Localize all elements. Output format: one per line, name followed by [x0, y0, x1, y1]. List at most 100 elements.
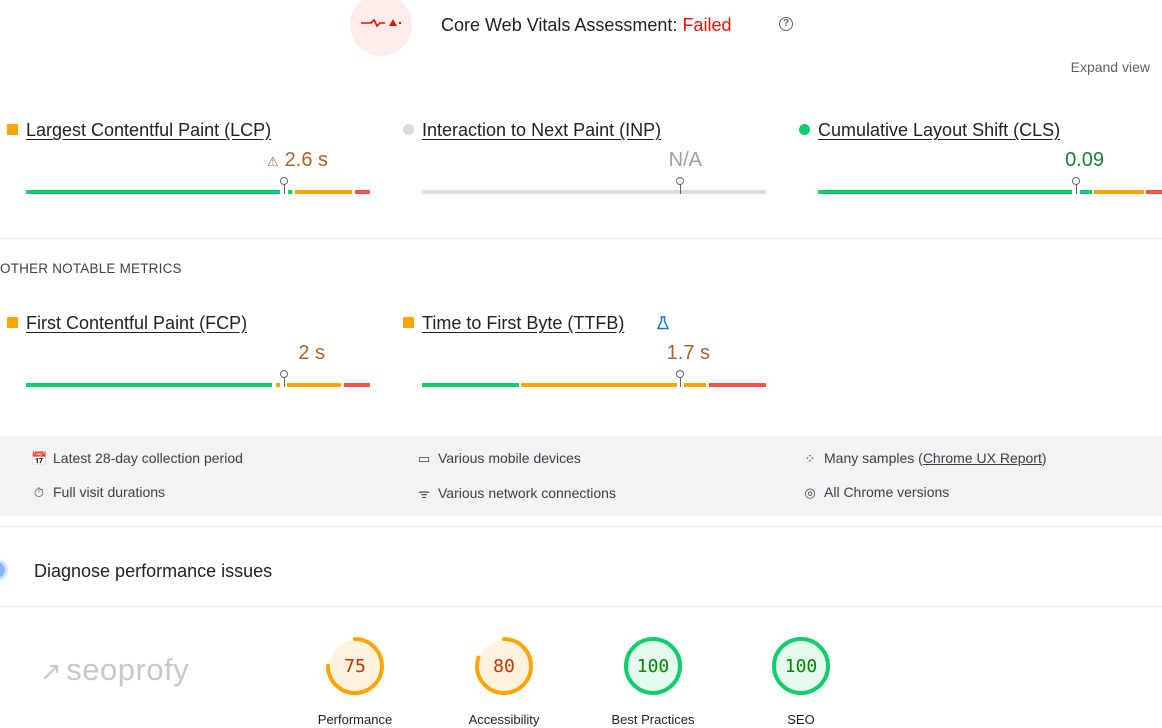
- metric-fcp-distribution-bar: [26, 370, 370, 387]
- distribution-poor-segment: [344, 383, 370, 387]
- metric-ttfb-title[interactable]: Time to First Byte (TTFB): [422, 313, 625, 333]
- metric-ttfb: Time to First Byte (TTFB) 1.7 s: [403, 313, 772, 403]
- needs-improvement-square-icon: [403, 317, 414, 328]
- gauge-seo-label: SEO: [787, 712, 815, 727]
- assessment-status: Failed: [682, 15, 732, 35]
- distribution-good-segment: [818, 190, 1072, 194]
- samples-dots-icon: ⁘: [804, 451, 816, 466]
- info-chrome-versions: ◎ All Chrome versions: [802, 484, 949, 501]
- distribution-poor-segment: [709, 383, 766, 387]
- diagnose-badge-icon: [0, 559, 8, 581]
- section-divider: [0, 606, 1162, 607]
- info-samples-prefix: Many samples (: [824, 450, 923, 466]
- gauge-seo-score: 100: [784, 656, 818, 677]
- metric-cls-title[interactable]: Cumulative Layout Shift (CLS): [818, 120, 1061, 140]
- devices-icon: ▭: [417, 451, 431, 466]
- metric-cls-value: 0.09: [1065, 149, 1104, 171]
- needs-improvement-square-icon: [7, 317, 18, 328]
- gauge-best-practices-score: 100: [636, 656, 670, 677]
- metric-inp-value: N/A: [668, 149, 702, 171]
- distribution-good-segment: [288, 190, 292, 194]
- metric-lcp-value-text: 2.6 s: [284, 149, 328, 171]
- wifi-icon: ᯤ: [418, 486, 430, 501]
- warning-triangle-icon: ⚠: [266, 154, 279, 169]
- percentile-pin-icon: [280, 177, 288, 195]
- metric-lcp-title[interactable]: Largest Contentful Paint (LCP): [26, 120, 272, 140]
- metric-ttfb-value: 1.7 s: [666, 342, 710, 364]
- metric-inp: Interaction to Next Paint (INP) N/A: [403, 120, 772, 210]
- info-chrome-versions-text: All Chrome versions: [824, 484, 950, 500]
- chrome-ux-report-link[interactable]: Chrome UX Report: [922, 450, 1042, 466]
- section-divider: [0, 526, 1162, 527]
- arrow-up-right-icon: ↗: [40, 656, 63, 686]
- section-divider: [0, 238, 1162, 239]
- info-samples-suffix: ): [1041, 450, 1047, 466]
- info-devices: ▭ Various mobile devices: [416, 450, 581, 467]
- info-collection-period: 📅 Latest 28-day collection period: [31, 450, 243, 467]
- gauge-seo[interactable]: 100 SEO: [741, 636, 861, 728]
- diagnose-title: Diagnose performance issues: [34, 561, 273, 581]
- distribution-average-segment: [521, 383, 677, 387]
- lab-flask-icon[interactable]: [657, 316, 669, 330]
- info-samples: ⁘ Many samples (Chrome UX Report): [802, 450, 1047, 467]
- gauge-performance-score: 75: [344, 656, 366, 677]
- collection-info-panel: 📅 Latest 28-day collection period ⏱ Full v…: [0, 436, 1162, 516]
- needs-improvement-square-icon: [7, 124, 18, 135]
- distribution-poor-segment: [355, 190, 370, 194]
- distribution-good-segment: [1080, 190, 1092, 194]
- gauge-accessibility-label: Accessibility: [468, 712, 540, 727]
- distribution-empty-segment: [422, 190, 766, 194]
- percentile-pin-icon: [1072, 177, 1080, 195]
- assessment-title-prefix: Core Web Vitals Assessment:: [441, 15, 683, 35]
- metric-lcp-distribution-bar: [26, 177, 370, 194]
- info-visit-durations-text: Full visit durations: [53, 484, 166, 500]
- distribution-average-segment: [1094, 190, 1144, 194]
- gauge-best-practices-label: Best Practices: [611, 712, 695, 727]
- info-network-text: Various network connections: [438, 485, 616, 501]
- metric-inp-title[interactable]: Interaction to Next Paint (INP): [422, 120, 662, 140]
- gauge-ring: [326, 637, 384, 695]
- heartbeat-warning-icon: [350, 0, 412, 56]
- logo-text: seoprofy: [66, 652, 190, 687]
- metric-lcp: Largest Contentful Paint (LCP) ⚠ 2.6 s: [7, 120, 376, 210]
- calendar-icon: 📅: [31, 451, 48, 466]
- metric-cls: Cumulative Layout Shift (CLS) 0.09: [799, 120, 1162, 210]
- gauge-performance[interactable]: 75 Performance: [295, 636, 415, 728]
- distribution-poor-segment: [1146, 190, 1162, 194]
- metric-fcp-value: 2 s: [298, 342, 325, 364]
- diagnose-section-header[interactable]: Diagnose performance issues: [0, 556, 600, 586]
- help-circle-icon[interactable]: ?: [779, 17, 793, 31]
- distribution-good-segment: [26, 190, 280, 194]
- percentile-pin-icon: [280, 370, 288, 388]
- distribution-average-segment: [287, 383, 341, 387]
- metric-cls-distribution-bar: [818, 177, 1162, 194]
- gauge-ring: [624, 637, 682, 695]
- chrome-icon: ◎: [804, 485, 816, 500]
- seoprofy-logo: ↗ seoprofy: [40, 652, 189, 688]
- assessment-title: Core Web Vitals Assessment: Failed: [441, 15, 731, 36]
- distribution-good-segment: [422, 383, 519, 387]
- metric-lcp-value: ⚠ 2.6 s: [267, 149, 328, 172]
- good-circle-icon: [799, 124, 810, 135]
- info-collection-period-text: Latest 28-day collection period: [53, 450, 243, 466]
- distribution-average-segment: [684, 383, 706, 387]
- info-network: ᯤ Various network connections: [416, 484, 616, 502]
- distribution-good-segment: [26, 383, 272, 387]
- gauge-best-practices[interactable]: 100 Best Practices: [593, 636, 713, 728]
- metric-inp-distribution-bar: [422, 177, 766, 194]
- metric-fcp-title[interactable]: First Contentful Paint (FCP): [26, 313, 248, 333]
- info-devices-text: Various mobile devices: [438, 450, 581, 466]
- gauge-performance-label: Performance: [317, 712, 393, 727]
- assessment-header: Core Web Vitals Assessment: Failed ?: [0, 0, 1162, 56]
- percentile-pin-icon: [676, 370, 684, 388]
- distribution-average-segment: [295, 190, 352, 194]
- expand-view-button[interactable]: Expand view: [1070, 59, 1150, 75]
- percentile-pin-icon: [676, 177, 684, 195]
- metric-ttfb-distribution-bar: [422, 370, 766, 387]
- distribution-average-segment: [276, 383, 280, 387]
- gauge-ring: [475, 637, 533, 695]
- other-metrics-heading: OTHER NOTABLE METRICS: [0, 261, 182, 276]
- info-visit-durations: ⏱ Full visit durations: [31, 484, 165, 501]
- gauge-accessibility[interactable]: 80 Accessibility: [444, 636, 564, 728]
- gauge-accessibility-score: 80: [493, 656, 515, 677]
